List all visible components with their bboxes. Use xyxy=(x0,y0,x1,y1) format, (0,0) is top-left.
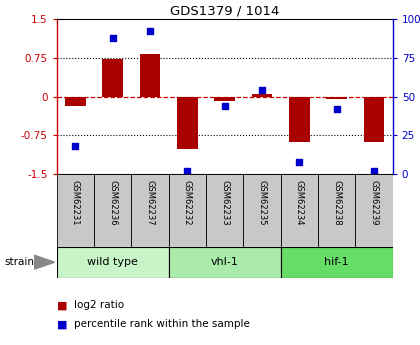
Text: strain: strain xyxy=(4,257,34,267)
Text: hif-1: hif-1 xyxy=(324,257,349,267)
Point xyxy=(184,168,191,174)
Bar xyxy=(94,174,131,247)
Bar xyxy=(252,94,272,97)
Bar xyxy=(281,247,393,278)
Text: GSM62239: GSM62239 xyxy=(370,180,378,226)
Text: ■: ■ xyxy=(57,319,67,329)
Text: vhl-1: vhl-1 xyxy=(211,257,239,267)
Text: GSM62233: GSM62233 xyxy=(220,180,229,226)
Point xyxy=(333,106,340,112)
Point xyxy=(296,159,303,165)
Bar xyxy=(140,54,160,97)
Title: GDS1379 / 1014: GDS1379 / 1014 xyxy=(170,5,279,18)
Bar xyxy=(215,97,235,101)
Bar xyxy=(57,247,169,278)
Point xyxy=(259,88,265,93)
Text: ■: ■ xyxy=(57,300,67,310)
Text: GSM62231: GSM62231 xyxy=(71,180,80,226)
Text: GSM62238: GSM62238 xyxy=(332,180,341,226)
Bar xyxy=(326,97,347,99)
Bar xyxy=(206,174,243,247)
Point xyxy=(371,168,378,174)
Text: GSM62236: GSM62236 xyxy=(108,180,117,226)
Point xyxy=(72,144,79,149)
Bar xyxy=(355,174,393,247)
Bar xyxy=(57,174,94,247)
Text: wild type: wild type xyxy=(87,257,138,267)
Bar xyxy=(169,174,206,247)
Bar xyxy=(169,247,281,278)
Bar xyxy=(131,174,169,247)
Point xyxy=(147,29,153,34)
Text: percentile rank within the sample: percentile rank within the sample xyxy=(74,319,249,329)
Bar xyxy=(243,174,281,247)
Bar xyxy=(281,174,318,247)
Bar xyxy=(102,59,123,97)
Bar xyxy=(364,97,384,142)
Bar xyxy=(289,97,310,142)
Point xyxy=(221,103,228,109)
Text: GSM62232: GSM62232 xyxy=(183,180,192,226)
Text: GSM62235: GSM62235 xyxy=(257,180,267,226)
Bar xyxy=(177,97,198,149)
Text: log2 ratio: log2 ratio xyxy=(74,300,123,310)
Bar xyxy=(318,174,355,247)
Text: GSM62237: GSM62237 xyxy=(146,180,155,226)
Polygon shape xyxy=(34,255,55,269)
Point xyxy=(109,35,116,40)
Text: GSM62234: GSM62234 xyxy=(295,180,304,226)
Bar xyxy=(65,97,86,106)
